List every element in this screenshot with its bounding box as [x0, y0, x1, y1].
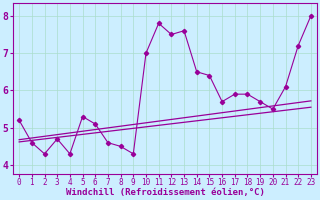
X-axis label: Windchill (Refroidissement éolien,°C): Windchill (Refroidissement éolien,°C) [66, 188, 264, 197]
